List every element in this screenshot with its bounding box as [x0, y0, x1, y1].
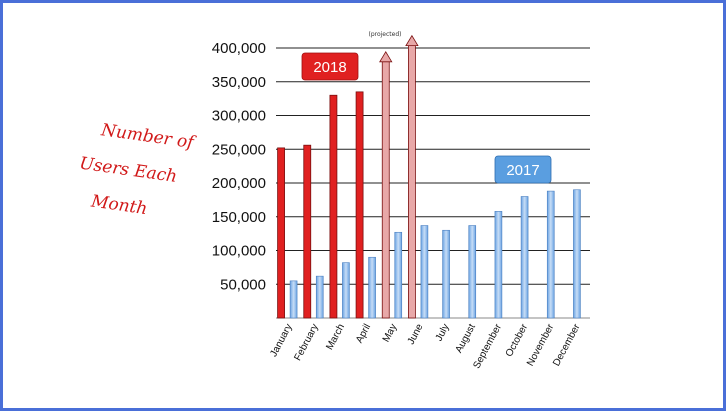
- x-tick-label: August: [454, 322, 478, 355]
- bar-2017: [315, 275, 324, 319]
- bar-chart: 50,000 100,000 150,000 200,000 250,000 300,00…: [73, 31, 590, 371]
- bar-2017: [420, 225, 429, 319]
- x-tick-label: June: [406, 322, 426, 347]
- bar-2018: [329, 94, 338, 319]
- bars: [277, 34, 581, 319]
- bar-2017: [520, 196, 529, 319]
- x-tick-label: October: [504, 322, 531, 359]
- bar-2017: [573, 189, 581, 319]
- y-tick-label: 350,000: [212, 74, 266, 91]
- bar-2017: [494, 211, 503, 319]
- bar-2017: [368, 256, 376, 319]
- bar-2018: [381, 60, 390, 319]
- bar-2018: [408, 44, 416, 319]
- projected-annotation: (projected): [368, 31, 401, 38]
- bar-2017: [342, 262, 350, 319]
- legend-2018: 2018: [301, 52, 359, 81]
- y-tick-label: 100,000: [212, 243, 266, 260]
- legend-2017-label: 2017: [506, 162, 539, 179]
- y-tick-label: 150,000: [212, 209, 266, 226]
- x-tick-label: February: [292, 322, 320, 362]
- bar-2017: [546, 190, 555, 319]
- bar-2018: [277, 147, 285, 319]
- bar-2018: [355, 91, 364, 319]
- grid-lines: [276, 47, 590, 319]
- bar-2017: [442, 229, 450, 319]
- y-tick-label: 250,000: [212, 141, 266, 158]
- x-tick-label: July: [434, 322, 452, 343]
- bar-2017: [468, 225, 477, 319]
- x-tick-label: January: [268, 322, 294, 359]
- y-axis-label: Number ofUsers EachMonth: [73, 118, 197, 225]
- x-tick-label: December: [551, 322, 583, 368]
- x-tick-label: May: [381, 322, 400, 344]
- projected-arrowhead: [379, 51, 393, 63]
- y-tick-label: 50,000: [220, 276, 266, 293]
- y-tick-label: 200,000: [212, 175, 266, 192]
- bar-2017: [289, 280, 298, 319]
- x-tick-label: March: [324, 322, 347, 352]
- x-tick-label: April: [354, 322, 373, 345]
- bar-2017: [394, 231, 403, 319]
- projected-arrowhead: [405, 34, 419, 47]
- y-tick-label: 400,000: [212, 40, 266, 57]
- y-axis-ticks: 50,000 100,000 150,000 200,000 250,000 300,00…: [212, 40, 266, 293]
- y-tick-label: 300,000: [212, 108, 266, 125]
- bar-2018: [303, 144, 312, 319]
- legend-2017: 2017: [494, 155, 552, 184]
- legend-2018-label: 2018: [313, 59, 346, 76]
